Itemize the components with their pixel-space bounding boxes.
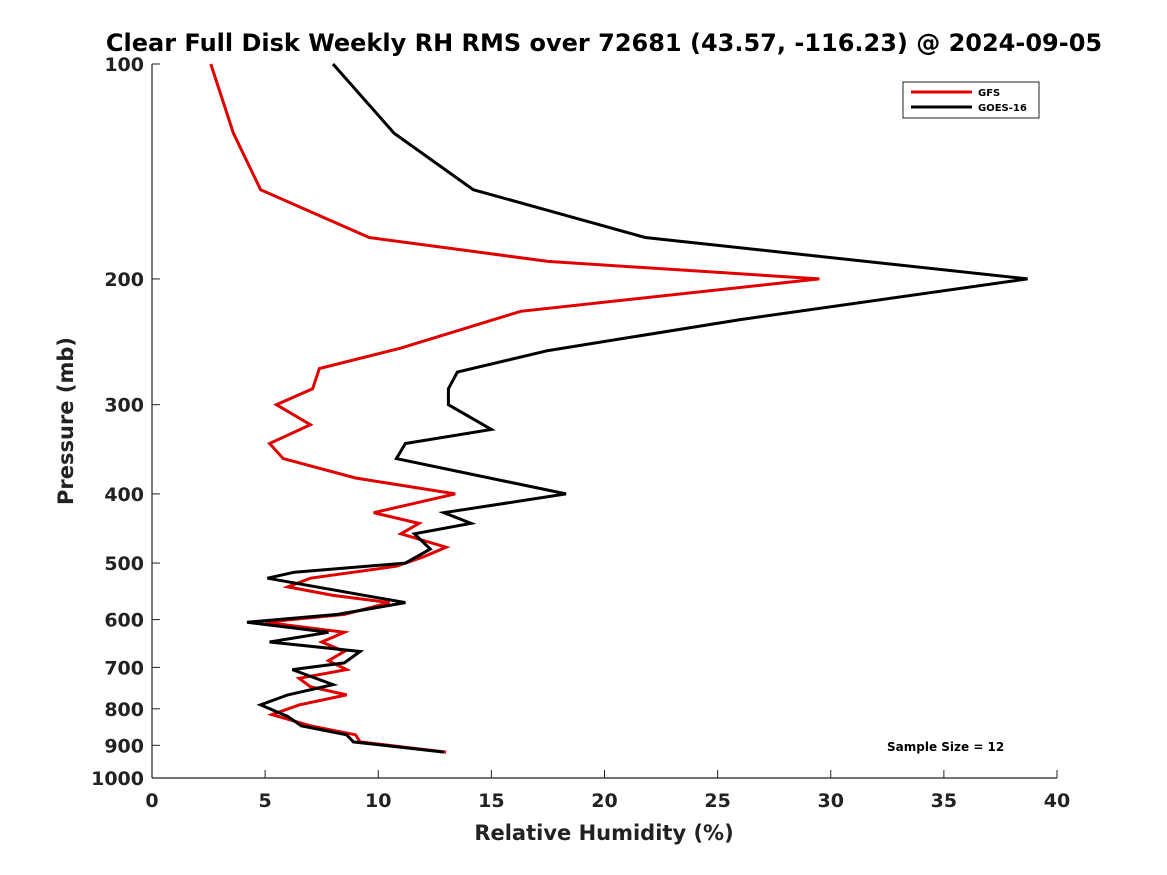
legend-label-goes16: GOES-16 [978,103,1027,114]
y-ticks: 100 200 300 400 500 600 700 800 900 1000 [91,54,160,790]
x-tick-label: 25 [704,790,730,812]
y-tick-label: 900 [104,735,144,757]
y-tick-label: 700 [104,657,144,679]
x-tick-label: 0 [145,790,158,812]
series-line-goes16 [246,63,1028,754]
x-tick-label: 10 [365,790,391,812]
x-ticks: 0 5 10 15 20 25 30 35 40 [145,770,1070,812]
y-tick-label: 400 [104,484,144,506]
y-tick-label: 600 [104,610,144,632]
series-lines [209,63,1028,754]
y-tick-label: 1000 [91,768,144,790]
x-tick-label: 35 [931,790,957,812]
x-tick-label: 20 [591,790,617,812]
x-tick-label: 30 [818,790,844,812]
legend-label-gfs: GFS [978,88,1000,99]
chart-title: Clear Full Disk Weekly RH RMS over 72681… [106,29,1102,57]
x-tick-label: 15 [478,790,504,812]
y-tick-label: 200 [104,269,144,291]
y-tick-label: 800 [104,699,144,721]
series-line-gfs [209,63,820,754]
x-tick-label: 5 [259,790,272,812]
sample-size-note: Sample Size = 12 [887,740,1004,754]
y-tick-label: 500 [104,553,144,575]
x-axis-label: Relative Humidity (%) [474,821,733,845]
legend-box [902,81,1040,119]
plot-area: 0 5 10 15 20 25 30 35 40 100 200 300 400 500 600 700 80… [91,54,1070,812]
y-tick-label: 100 [104,54,144,76]
y-axis-label: Pressure (mb) [54,337,78,505]
y-tick-label: 300 [104,395,144,417]
legend: GFS GOES-16 [902,81,1040,119]
x-tick-label: 40 [1044,790,1070,812]
